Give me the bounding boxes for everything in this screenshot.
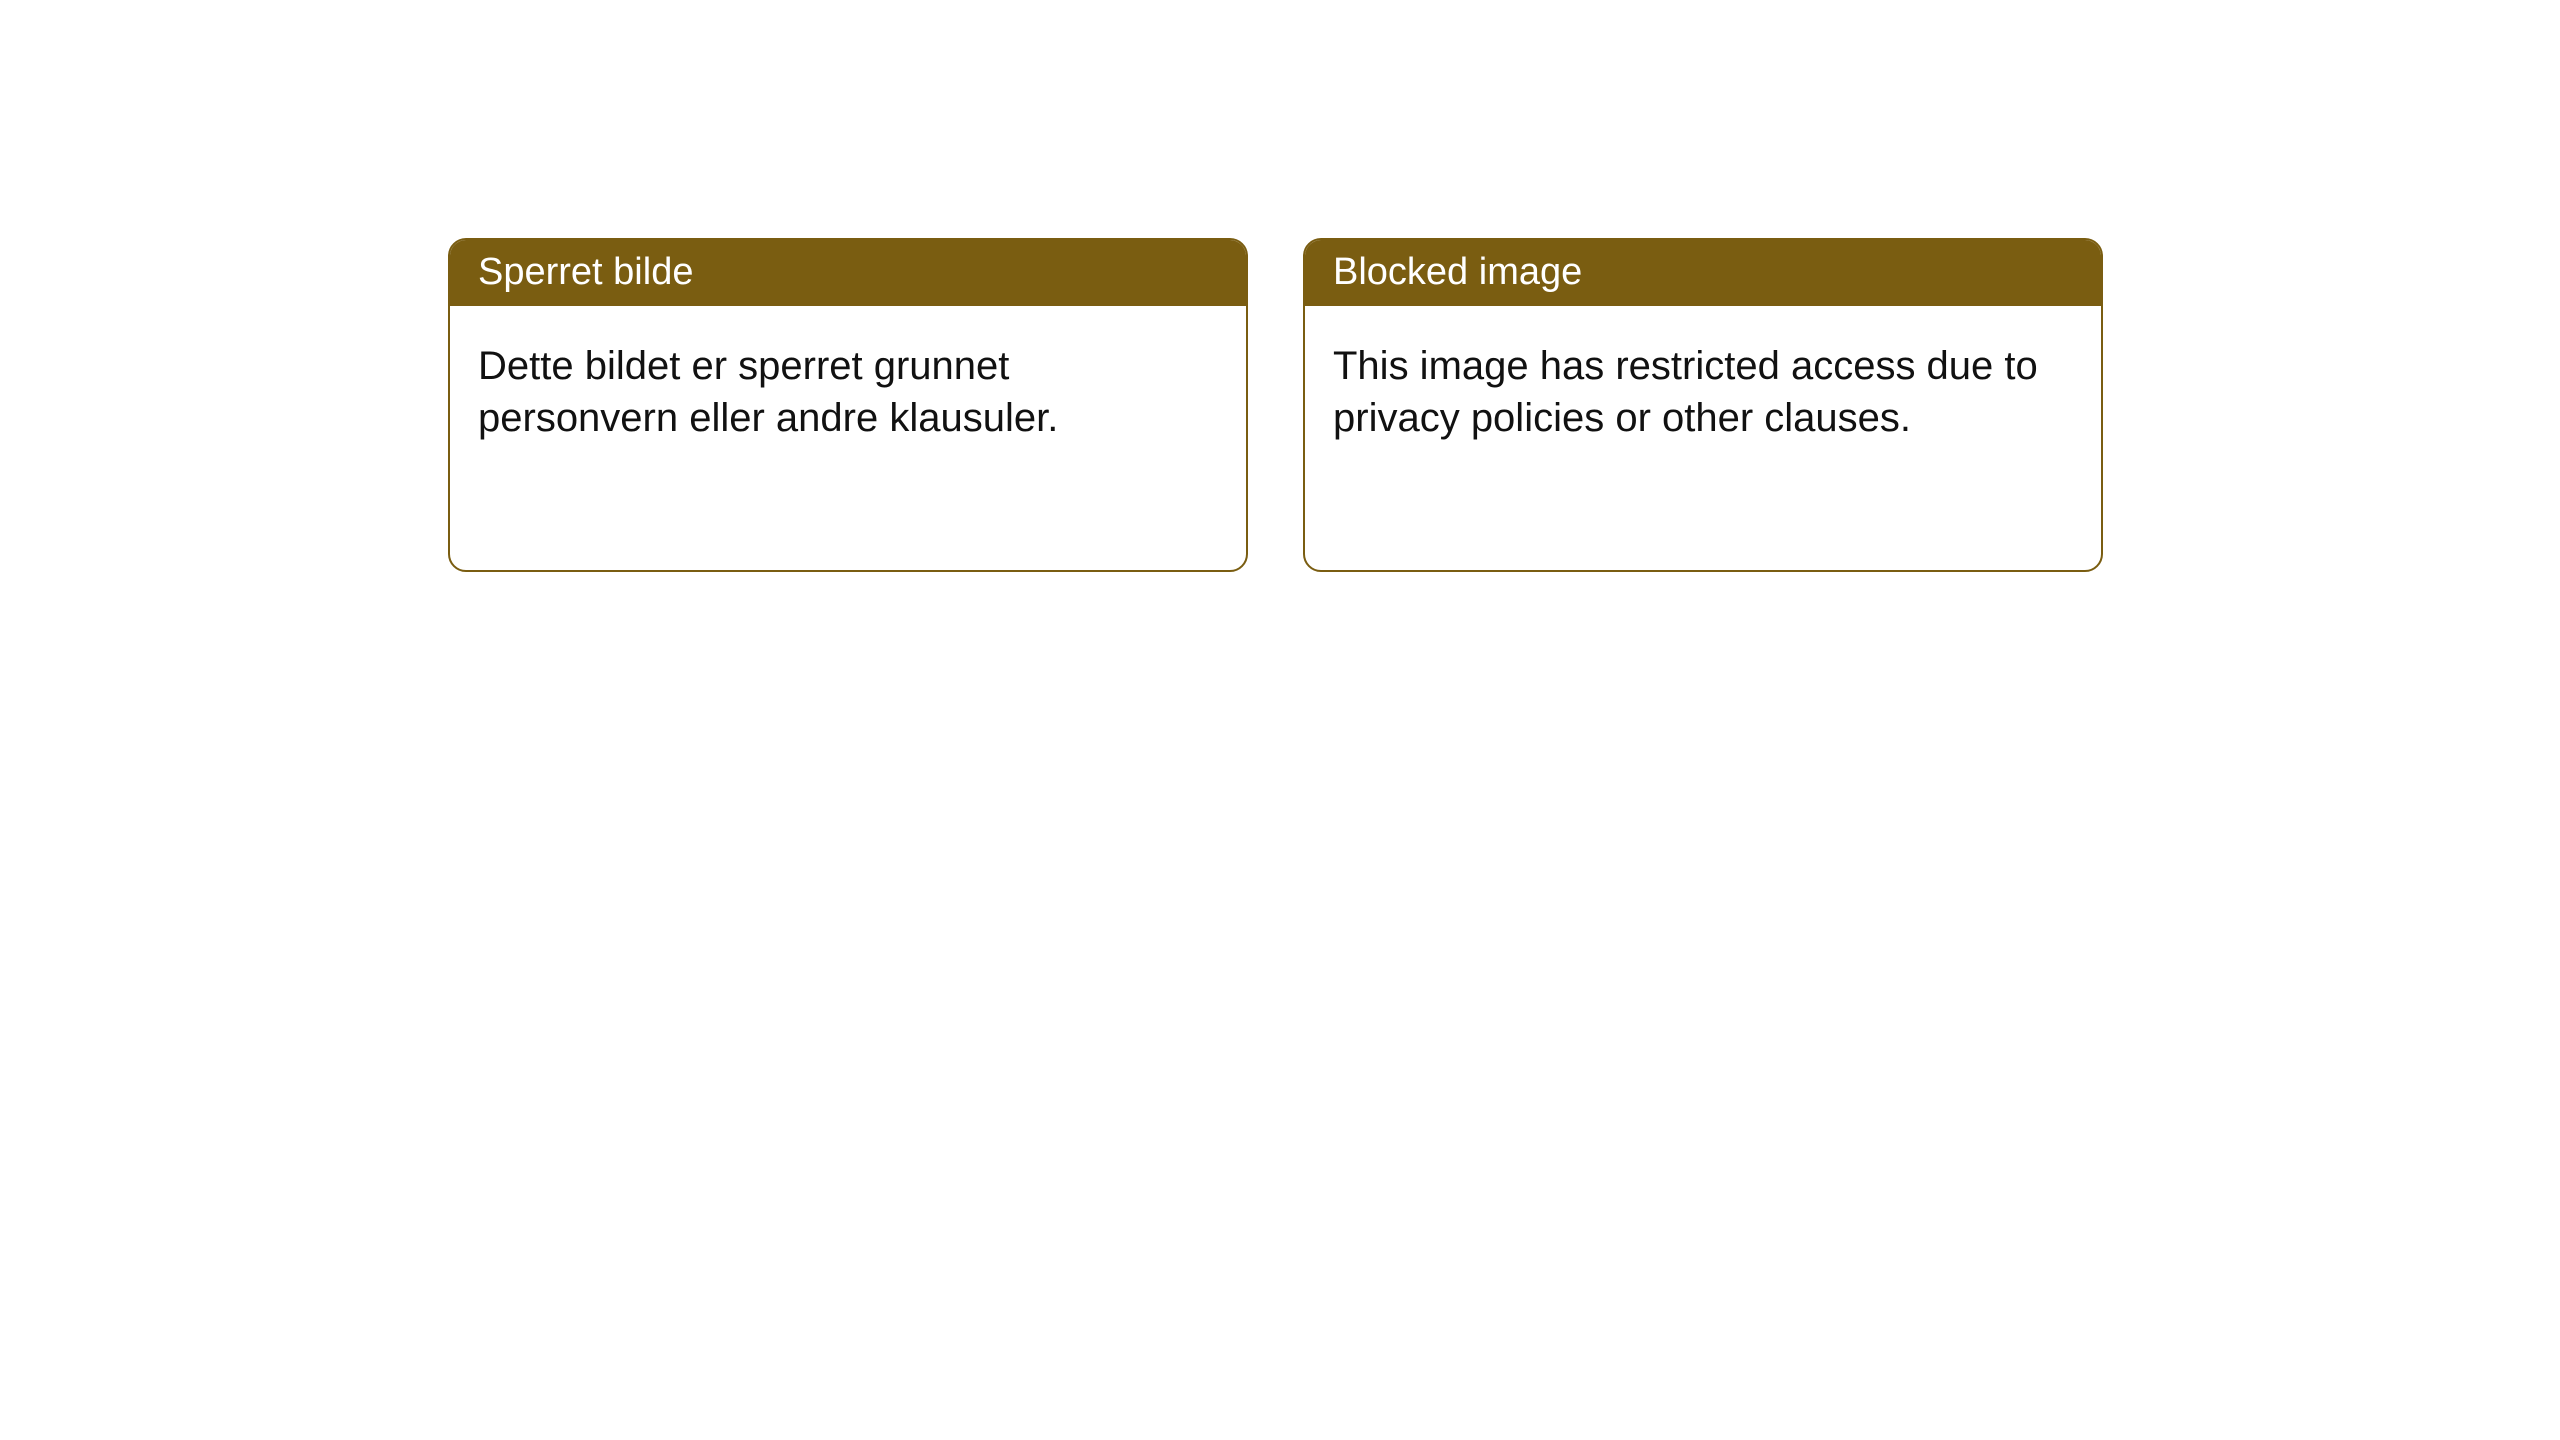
notice-header: Blocked image [1305,240,2101,306]
notice-card-english: Blocked image This image has restricted … [1303,238,2103,572]
notice-card-norwegian: Sperret bilde Dette bildet er sperret gr… [448,238,1248,572]
notice-body: Dette bildet er sperret grunnet personve… [450,306,1246,478]
notice-header: Sperret bilde [450,240,1246,306]
notice-container: Sperret bilde Dette bildet er sperret gr… [448,238,2103,572]
notice-body: This image has restricted access due to … [1305,306,2101,478]
